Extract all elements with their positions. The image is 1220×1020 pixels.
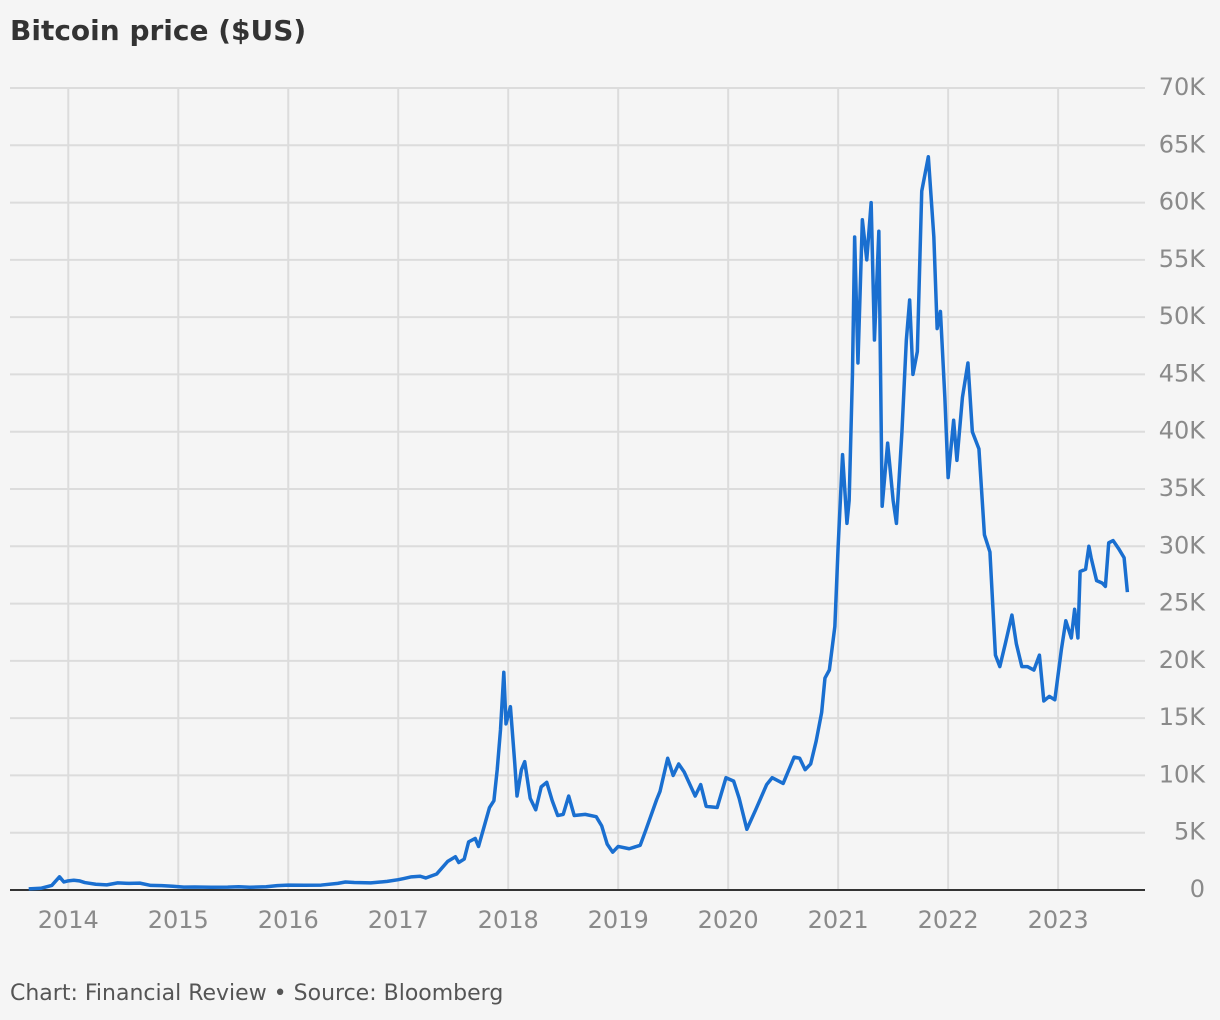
y-tick-label: 60K — [1159, 188, 1207, 216]
y-tick-label: 65K — [1159, 130, 1207, 158]
y-tick-label: 0 — [1190, 875, 1205, 903]
x-tick-label: 2014 — [38, 906, 99, 934]
x-tick-label: 2019 — [588, 906, 649, 934]
x-tick-label: 2023 — [1028, 906, 1089, 934]
y-tick-label: 10K — [1159, 760, 1207, 788]
y-tick-label: 5K — [1174, 818, 1206, 846]
x-tick-label: 2020 — [698, 906, 759, 934]
y-tick-label: 25K — [1159, 589, 1207, 617]
chart-title: Bitcoin price ($US) — [10, 14, 306, 47]
x-tick-label: 2022 — [918, 906, 979, 934]
y-tick-label: 45K — [1159, 359, 1207, 387]
x-tick-label: 2017 — [368, 906, 429, 934]
y-tick-label: 55K — [1159, 245, 1207, 273]
x-tick-label: 2015 — [148, 906, 209, 934]
x-tick-label: 2018 — [478, 906, 539, 934]
y-tick-label: 15K — [1159, 703, 1207, 731]
y-tick-label: 30K — [1159, 531, 1207, 559]
x-tick-label: 2016 — [258, 906, 319, 934]
y-tick-label: 40K — [1159, 417, 1207, 445]
y-tick-label: 70K — [1159, 73, 1207, 101]
y-tick-label: 35K — [1159, 474, 1207, 502]
y-tick-label: 20K — [1159, 646, 1207, 674]
y-tick-label: 50K — [1159, 302, 1207, 330]
price-line — [28, 154, 1130, 891]
chart-source: Chart: Financial Review • Source: Bloomb… — [10, 981, 503, 1006]
x-tick-label: 2021 — [808, 906, 869, 934]
